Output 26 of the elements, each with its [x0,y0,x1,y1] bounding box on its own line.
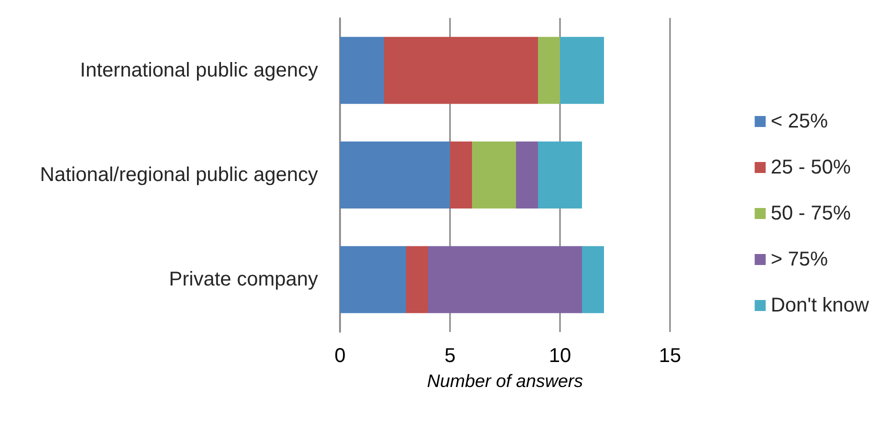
bar [428,246,582,314]
legend-label: 50 - 75% [770,202,851,224]
legend-label: < 25% [770,110,828,132]
legend-label: > 75% [770,248,828,270]
bar [472,142,516,208]
bar [450,142,472,208]
bar [560,36,604,104]
x-tick-label: 0 [334,345,346,367]
bar [340,246,406,314]
y-tick-label: International public agency [80,59,318,82]
legend-label: 25 - 50% [770,156,851,178]
bar [406,246,428,314]
y-tick-label: Private company [169,268,318,291]
bar [384,36,538,104]
bar [582,246,604,314]
bar [340,142,450,208]
bar [538,142,582,208]
bar [340,36,384,104]
x-tick-label: 15 [658,345,682,367]
bar [538,36,560,104]
x-axis-title: Number of answers [426,371,584,391]
bar [516,142,538,208]
x-tick-label: 5 [444,345,456,367]
x-tick-label: 10 [548,345,572,367]
legend-label: Don't know [770,294,870,316]
y-tick-label: National/regional public agency [40,164,318,186]
